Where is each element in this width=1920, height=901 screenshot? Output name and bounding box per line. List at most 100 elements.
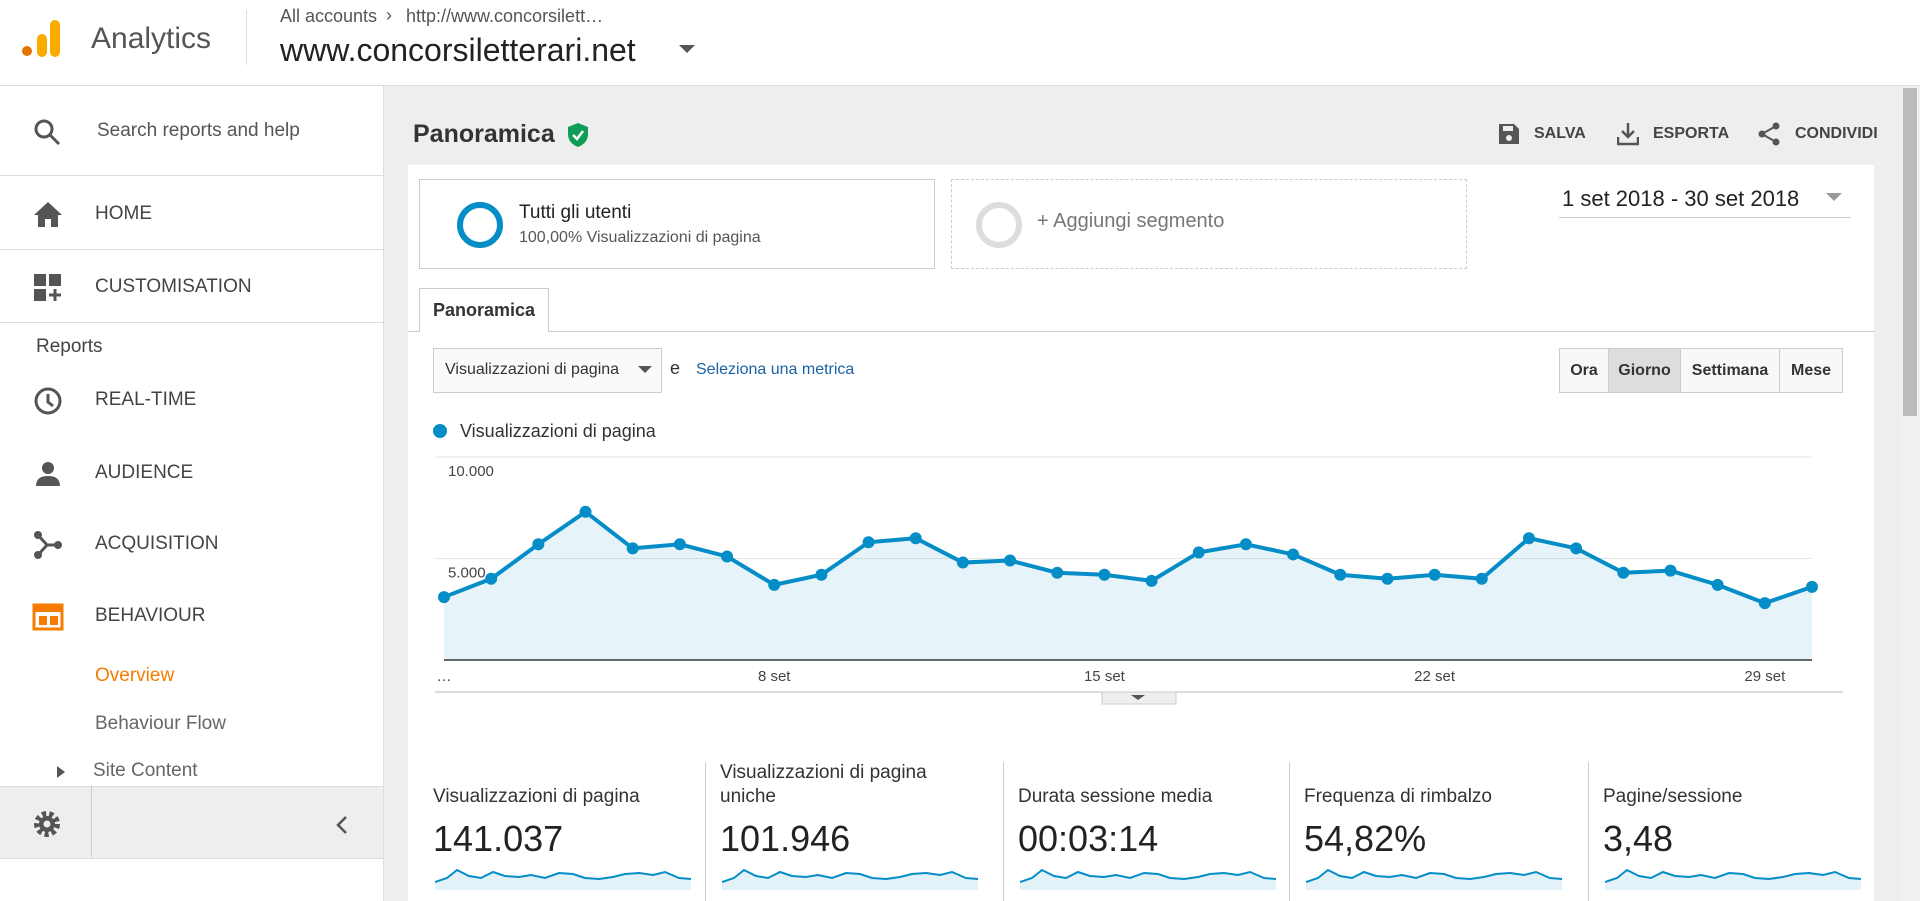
metric-dropdown[interactable]	[433, 348, 662, 393]
divider	[246, 10, 247, 65]
search-box[interactable]: Search reports and help	[97, 120, 300, 141]
point	[1758, 597, 1771, 610]
x-tick-label: 29 set	[1744, 668, 1786, 685]
segment-ring	[457, 202, 503, 248]
action-button[interactable]: CONDIVIDI	[1795, 125, 1878, 142]
metric-link[interactable]: Seleziona una metrica	[696, 361, 855, 378]
tab[interactable]: Panoramica	[419, 288, 549, 332]
sparkline	[435, 868, 692, 890]
app-name: Analytics	[91, 22, 212, 55]
granularity-button[interactable]: Mese	[1779, 348, 1843, 393]
home-icon	[34, 202, 62, 227]
point	[438, 591, 450, 604]
point	[1617, 566, 1630, 579]
metric-label: Visualizzazioni di pagina	[433, 786, 640, 807]
nav-item[interactable]: AUDIENCE	[95, 462, 194, 483]
collapse-button[interactable]	[335, 815, 349, 835]
point	[1664, 564, 1677, 577]
point	[956, 556, 969, 569]
granularity-button[interactable]: Giorno	[1608, 348, 1681, 393]
sparkline	[1020, 868, 1277, 890]
sub-nav-item[interactable]: Behaviour Flow	[95, 713, 226, 734]
settings-icon[interactable]	[32, 809, 62, 839]
metric-dropdown-label: Visualizzazioni di pagina	[445, 361, 620, 378]
sparkline-line	[722, 868, 979, 883]
verified-badge	[568, 123, 588, 147]
point	[1570, 542, 1583, 555]
point	[1428, 568, 1441, 581]
x-tick-label: 22 set	[1414, 668, 1456, 685]
metric-divider	[1003, 762, 1004, 901]
point	[1192, 546, 1205, 559]
action-button[interactable]: ESPORTA	[1653, 125, 1730, 142]
sparkline	[722, 868, 979, 890]
granularity-button[interactable]: Ora	[1559, 348, 1609, 393]
separator	[0, 322, 383, 323]
point	[532, 538, 545, 551]
metric-label: Visualizzazioni di pagina uniche	[720, 762, 927, 807]
segment-ring-empty	[976, 202, 1022, 248]
underline	[1559, 217, 1851, 218]
point	[1051, 566, 1064, 579]
add-segment[interactable]: + Aggiungi segmento	[1037, 210, 1225, 232]
point	[1475, 572, 1488, 585]
point	[909, 532, 922, 545]
point	[721, 550, 734, 563]
point	[1806, 580, 1818, 593]
metric-divider	[1588, 762, 1589, 901]
point	[673, 538, 686, 551]
breadcrumb[interactable]: All accounts	[280, 6, 378, 26]
report-panel	[408, 165, 1874, 901]
nav-item[interactable]: ACQUISITION	[95, 533, 219, 554]
breadcrumb[interactable]: http://www.concorsilett…	[406, 6, 604, 26]
date-range[interactable]: 1 set 2018 - 30 set 2018	[1562, 186, 1800, 211]
x-tick-label: 8 set	[758, 668, 791, 685]
save-icon	[1499, 124, 1519, 144]
metric-label: Frequenza di rimbalzo	[1304, 786, 1492, 807]
realtime-icon	[34, 387, 62, 415]
x-tick-label: …	[437, 668, 452, 685]
expand-arrow	[57, 766, 65, 778]
sidebar-footer	[0, 786, 383, 859]
tab-line	[408, 331, 1874, 332]
y-tick-label: 10.000	[448, 463, 494, 480]
segment-card[interactable]	[419, 179, 935, 269]
sub-nav-item[interactable]: Site Content	[93, 760, 198, 781]
point	[768, 578, 781, 591]
y-tick-label: 5.000	[448, 565, 486, 582]
nav-item[interactable]: CUSTOMISATION	[95, 276, 252, 297]
chart-toggle-arrow	[1131, 695, 1145, 700]
area	[444, 511, 1812, 660]
point	[1287, 548, 1300, 561]
scrollbar-thumb[interactable]	[1903, 88, 1917, 416]
sparkline-line	[1605, 868, 1862, 883]
breadcrumb-sep: ›	[386, 5, 392, 25]
audience-icon	[36, 462, 60, 486]
sparkline-line	[1306, 868, 1563, 883]
add-segment-card[interactable]	[951, 179, 1467, 269]
granularity-button[interactable]: Settimana	[1680, 348, 1780, 393]
nav-item[interactable]: REAL-TIME	[95, 389, 197, 410]
behaviour-icon	[32, 603, 64, 631]
metric-divider	[705, 762, 706, 901]
point	[1004, 554, 1017, 567]
metric-value: 3,48	[1603, 818, 1674, 859]
point	[485, 572, 498, 585]
export-icon	[1617, 123, 1639, 146]
separator	[0, 175, 383, 176]
property-selector[interactable]: www.concorsiletterari.net	[280, 32, 636, 68]
dropdown-arrow	[679, 45, 695, 53]
point	[862, 536, 875, 549]
segment-name: Tutti gli utenti	[519, 202, 632, 223]
action-button[interactable]: SALVA	[1534, 125, 1586, 142]
nav-item[interactable]: BEHAVIOUR	[95, 605, 206, 626]
conjunction: e	[670, 358, 681, 378]
line	[443, 509, 1813, 606]
metric-value: 00:03:14	[1018, 818, 1159, 859]
sub-nav-item[interactable]: Overview	[95, 665, 175, 686]
nav-item[interactable]: HOME	[95, 203, 152, 224]
section-label: Reports	[36, 336, 103, 357]
point	[1522, 532, 1535, 545]
